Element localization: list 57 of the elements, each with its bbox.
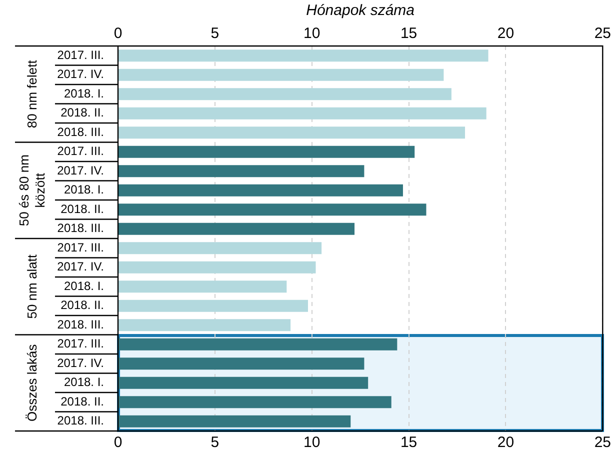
y-tick-label: 2018. II. [60, 298, 104, 312]
x2-axis-title: Hónapok száma [306, 2, 415, 20]
y-tick-label: 2017. III. [57, 336, 104, 351]
bar [118, 396, 392, 408]
y-tick-label: 2018. III. [57, 221, 104, 236]
x2-tick-label: 0 [114, 434, 122, 452]
x2-tick-label: 10 [304, 434, 320, 452]
bar [118, 68, 444, 81]
text: 50 nm alatt [24, 254, 40, 319]
y-tick-label: 2018. I. [64, 278, 104, 293]
bar [118, 261, 316, 274]
y-tick-label: 2018. I. [64, 86, 104, 100]
bar [118, 107, 486, 120]
bar [118, 319, 291, 332]
text: 50 és 80 nm között [16, 154, 48, 226]
y-tick-label: 2017. IV. [57, 356, 104, 370]
x-tick-label: 0 [114, 25, 122, 42]
bar [118, 415, 351, 428]
x2-tick-label: 25 [594, 434, 611, 452]
bar [118, 280, 287, 293]
y-tick-label: 2018. III. [57, 317, 104, 332]
y-tick-label: 2017. IV. [57, 163, 104, 178]
bar [118, 376, 368, 389]
y-tick-label: 2018. I. [64, 182, 104, 197]
x-tick-label: 15 [400, 25, 418, 42]
bar [118, 88, 452, 100]
y-tick-label: 2017. III. [57, 144, 104, 158]
x-tick-label: 20 [497, 25, 514, 42]
bar [118, 204, 426, 216]
text: 80 nm felett [24, 60, 40, 128]
y-tick-label: 2017. IV. [57, 67, 104, 82]
x2-tick-label: 20 [497, 434, 514, 452]
text: Összes lakás [24, 344, 40, 422]
x2-tick-label: 5 [210, 434, 220, 452]
y-tick-label: 2017. IV. [57, 260, 104, 274]
bar [118, 358, 364, 370]
bar [118, 50, 488, 62]
y-tick-label: 2018. I. [64, 375, 104, 390]
bar [118, 222, 355, 235]
bar [118, 146, 415, 158]
bar [118, 184, 403, 196]
y-tick-label: 2018. II. [60, 106, 104, 120]
y-tick-label: 2018. III. [57, 414, 104, 428]
x-tick-label: 5 [210, 25, 220, 42]
y-tick-label: 2018. III. [57, 124, 104, 139]
y-tick-label: 2017. III. [57, 240, 104, 254]
bar [118, 300, 308, 312]
x-tick-label: 10 [304, 25, 320, 42]
x2-tick-label: 15 [400, 434, 418, 452]
bar [118, 338, 398, 350]
y-tick-label: 2017. III. [57, 48, 104, 62]
y-tick-label: 2018. II. [60, 202, 104, 216]
x-tick-label: 25 [594, 25, 611, 42]
y-tick-label: 2018. II. [60, 394, 104, 408]
bar [118, 126, 466, 139]
bar [118, 242, 322, 254]
bar [118, 165, 364, 178]
